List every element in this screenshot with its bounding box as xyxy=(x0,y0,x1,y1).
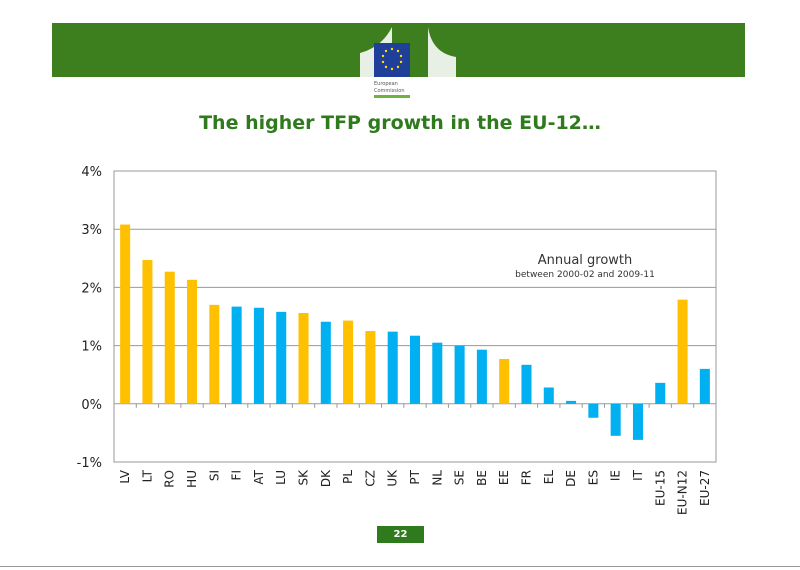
x-tick-label: PT xyxy=(408,469,422,484)
x-tick-label: PL xyxy=(341,470,355,484)
bar-at xyxy=(253,307,264,404)
x-tick-label: SE xyxy=(453,470,467,485)
x-tick-label: EL xyxy=(542,470,556,485)
x-tick-label: RO xyxy=(163,470,177,488)
y-tick-label: 2% xyxy=(81,281,102,296)
bar-eu-15 xyxy=(655,382,666,404)
bar-fi xyxy=(231,306,242,404)
bar-uk xyxy=(387,331,398,404)
x-tick-label: IE xyxy=(609,470,623,481)
bar-lu xyxy=(276,311,287,404)
bar-es xyxy=(588,403,599,418)
x-tick-label: HU xyxy=(185,470,199,488)
bar-ee xyxy=(499,358,510,404)
x-tick-label: SK xyxy=(297,469,311,486)
x-tick-label: EE xyxy=(497,470,511,485)
bar-ie xyxy=(610,403,621,436)
x-tick-label: EU-27 xyxy=(698,470,712,506)
annotation-subtitle: between 2000-02 and 2009-11 xyxy=(515,270,655,280)
bar-dk xyxy=(320,321,331,404)
x-tick-label: EU-15 xyxy=(653,470,667,506)
x-tick-label: FR xyxy=(519,470,533,485)
x-tick-label: CZ xyxy=(363,470,377,487)
svg-text:Commission: Commission xyxy=(374,88,405,94)
bar-lv xyxy=(120,224,131,404)
x-tick-label: EU-N12 xyxy=(676,470,690,515)
tfp-growth-bar-chart: -1% 0% 1% 2% 3% 4% LV LT RO HU SI FI AT LU SK DK PL CZ UK P… xyxy=(77,165,717,515)
bar-sk xyxy=(298,313,309,404)
footer-divider xyxy=(0,566,800,567)
y-tick-label: 1% xyxy=(81,340,102,355)
annotation-title: Annual growth xyxy=(538,253,633,268)
plot-area xyxy=(113,170,717,463)
y-tick-label: -1% xyxy=(77,456,102,471)
bar-be xyxy=(476,349,487,404)
european-commission-logo: European Commission xyxy=(352,23,460,98)
bar-hu xyxy=(187,279,198,404)
bar-fr xyxy=(521,364,532,404)
bar-pt xyxy=(409,335,421,404)
bar-de xyxy=(566,400,577,404)
x-tick-label: FI xyxy=(230,470,244,480)
x-tick-label: BE xyxy=(475,470,489,486)
x-tick-label: DE xyxy=(564,470,578,487)
x-tick-label: UK xyxy=(386,469,400,487)
bar-se xyxy=(454,345,465,404)
bar-el xyxy=(543,387,554,404)
x-tick-label: IT xyxy=(631,469,645,481)
bar-eu-n12 xyxy=(677,299,688,404)
x-tick-label: LV xyxy=(118,469,132,483)
bar-it xyxy=(632,403,643,440)
y-tick-label: 3% xyxy=(81,223,102,238)
slide-title: The higher TFP growth in the EU-12… xyxy=(199,112,601,134)
bar-si xyxy=(209,304,220,404)
x-tick-label: LT xyxy=(140,469,154,482)
x-tick-label: ES xyxy=(586,470,600,485)
bar-ro xyxy=(164,271,175,404)
x-tick-label: SI xyxy=(207,470,221,481)
y-tick-label: 0% xyxy=(81,398,102,413)
page-number: 22 xyxy=(377,526,424,543)
y-tick-label: 4% xyxy=(81,165,102,180)
bar-cz xyxy=(365,331,376,404)
bar-eu-27 xyxy=(699,368,710,404)
x-tick-label: LU xyxy=(274,470,288,485)
x-tick-label: AT xyxy=(252,469,266,484)
bar-pl xyxy=(343,320,354,404)
x-tick-label: NL xyxy=(430,470,444,486)
bar-nl xyxy=(432,342,443,404)
x-tick-label: DK xyxy=(319,469,333,487)
bar-lt xyxy=(142,260,153,404)
svg-text:European: European xyxy=(374,81,398,87)
